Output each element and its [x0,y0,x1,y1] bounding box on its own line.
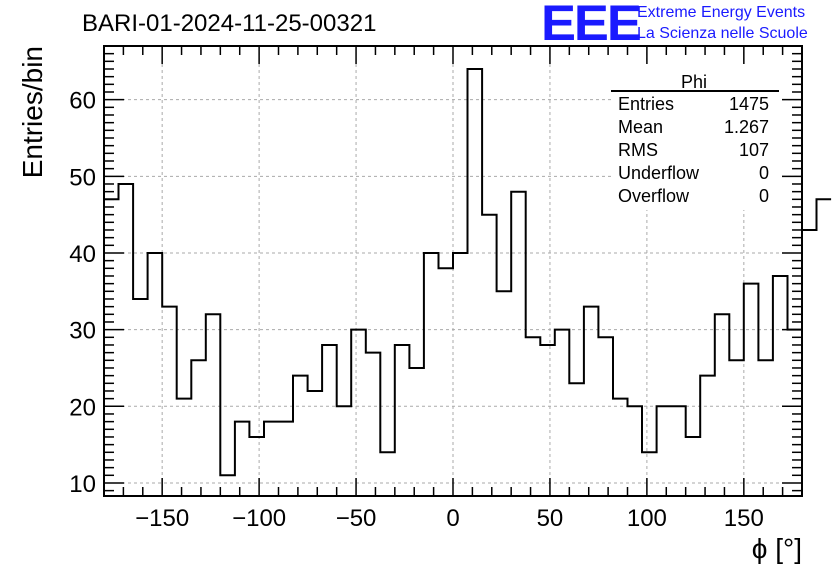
x-tick-label: −50 [336,505,377,532]
tick-labels: −150 −100 −50 0 50 100 150 10 20 30 40 50 60 [69,88,764,532]
stats-row-value: 1475 [729,94,769,114]
stats-row-label: Mean [618,117,663,137]
stats-row-value: 107 [739,140,769,160]
stats-box: Phi Entries 1475 Mean 1.267 RMS 107 Underflow 0… [611,64,779,210]
eee-logo: EEE [541,0,642,51]
x-axis-label: ϕ [°] [752,533,802,564]
logo-subtitle-2: La Scienza nelle Scuole [637,25,808,42]
x-tick-label: 150 [724,505,764,532]
histogram-line [104,68,832,477]
logo-subtitle-1: Extreme Energy Events [637,4,806,21]
grid [104,46,802,496]
x-tick-label: 100 [627,505,667,532]
stats-name: Phi [681,72,707,92]
y-tick-label: 50 [69,164,96,191]
x-tick-label: −100 [232,505,286,532]
y-tick-label: 10 [69,471,96,498]
y-tick-label: 40 [69,241,96,268]
x-tick-label: −150 [135,505,189,532]
stats-row-label: Entries [618,94,674,114]
stats-row-label: RMS [618,140,658,160]
y-tick-label: 60 [69,88,96,115]
y-axis-label: Entries/bin [17,46,48,178]
y-tick-label: 30 [69,318,96,345]
stats-row-label: Underflow [618,163,700,183]
x-tick-label: 50 [537,505,564,532]
y-tick-label: 20 [69,394,96,421]
plot-frame [103,45,803,497]
stats-row-value: 1.267 [724,117,769,137]
chart-title: BARI-01-2024-11-25-00321 [82,10,377,37]
stats-row-label: Overflow [618,186,690,206]
x-tick-label: 0 [446,505,459,532]
stats-row-value: 0 [759,186,769,206]
stats-row-value: 0 [759,163,769,183]
